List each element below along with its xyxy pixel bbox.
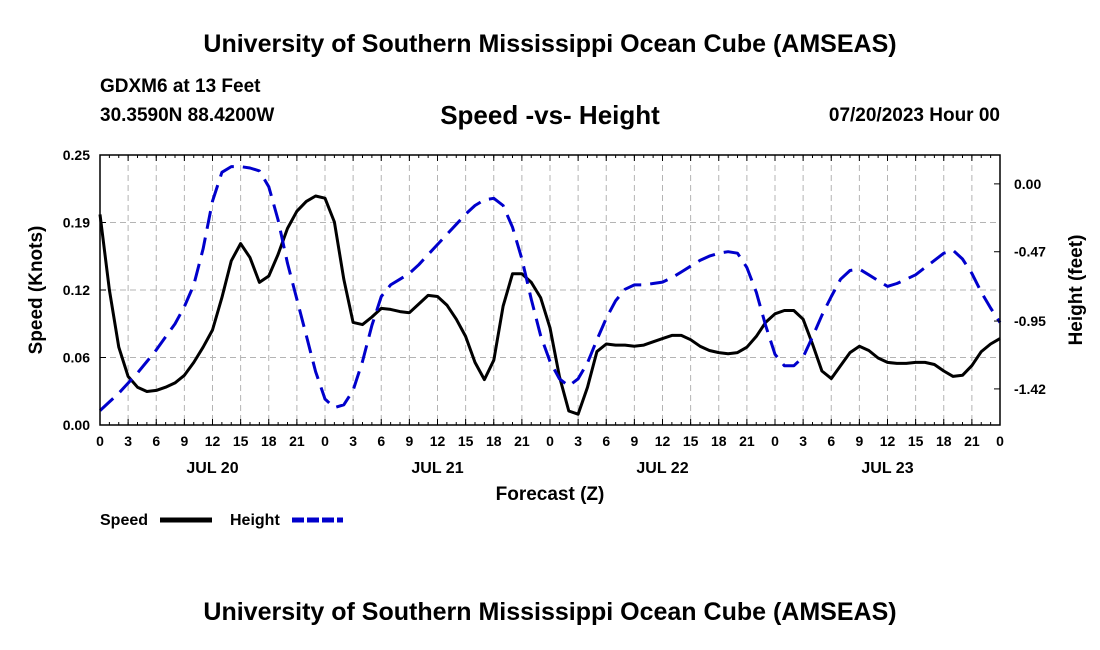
y-tick-label: 0.25 <box>63 147 90 163</box>
x-tick-label: 0 <box>996 433 1004 449</box>
legend: Speed Height <box>100 512 343 529</box>
axis-labels: 0 3 6 9 12 15 18 21 0 3 6 9 12 15 18 21 0 3 6 9 12 15 18 21 0 3 6 9… <box>26 147 1087 505</box>
x-tick-label: 18 <box>486 433 502 449</box>
x-tick-label: 6 <box>377 433 385 449</box>
x-tick-label: 0 <box>771 433 779 449</box>
y-axis-title: Speed (Knots) <box>26 226 47 355</box>
y-tick-label: 0.06 <box>63 350 90 366</box>
y2-tick-label: -0.95 <box>1014 313 1046 329</box>
footer-title: University of Southern Mississippi Ocean… <box>203 598 897 626</box>
x-tick-label: 15 <box>233 433 249 449</box>
series-layer <box>98 165 1002 416</box>
x-tick-label: 12 <box>655 433 671 449</box>
x-tick-label: 6 <box>602 433 610 449</box>
x-tick-label: 21 <box>289 433 305 449</box>
y2-tick-label: -0.47 <box>1014 244 1046 260</box>
series-line-speed <box>98 194 1001 416</box>
x-tick-label: 12 <box>430 433 446 449</box>
x-tick-label: 6 <box>152 433 160 449</box>
ticks <box>99 154 1001 426</box>
x-tick-label: 15 <box>908 433 924 449</box>
x-tick-label: 15 <box>683 433 699 449</box>
y-tick-label: 0.00 <box>63 417 90 433</box>
x-tick-label: 15 <box>458 433 474 449</box>
x-tick-label: 21 <box>964 433 980 449</box>
grid <box>100 155 1000 425</box>
day-label: JUL 22 <box>636 460 688 477</box>
station-label: GDXM6 at 13 Feet <box>100 76 261 97</box>
x-tick-label: 21 <box>739 433 755 449</box>
series-line-height <box>98 165 1002 412</box>
legend-label-height: Height <box>230 512 280 529</box>
x-tick-label: 0 <box>546 433 554 449</box>
legend-label-speed: Speed <box>100 512 148 529</box>
x-tick-label: 3 <box>574 433 582 449</box>
x-tick-label: 0 <box>96 433 104 449</box>
x-tick-label: 9 <box>630 433 638 449</box>
y-tick-label: 0.19 <box>63 215 90 231</box>
x-tick-label: 0 <box>321 433 329 449</box>
x-tick-label: 18 <box>261 433 277 449</box>
x-tick-label: 9 <box>180 433 188 449</box>
x-tick-label: 3 <box>349 433 357 449</box>
x-axis-title: Forecast (Z) <box>496 484 605 505</box>
coordinates-label: 30.3590N 88.4200W <box>100 105 275 126</box>
x-tick-label: 12 <box>880 433 896 449</box>
day-label: JUL 21 <box>411 460 463 477</box>
x-tick-label: 3 <box>799 433 807 449</box>
x-tick-label: 12 <box>205 433 221 449</box>
y2-tick-label: 0.00 <box>1014 176 1041 192</box>
date-label: 07/20/2023 Hour 00 <box>828 105 1000 126</box>
chart-title: Speed -vs- Height <box>440 100 660 130</box>
x-tick-label: 9 <box>405 433 413 449</box>
x-tick-label: 18 <box>936 433 952 449</box>
x-tick-label: 18 <box>711 433 727 449</box>
x-tick-label: 3 <box>124 433 132 449</box>
day-label: JUL 20 <box>186 460 238 477</box>
y2-axis-title: Height (feet) <box>1066 235 1087 346</box>
x-tick-label: 6 <box>827 433 835 449</box>
x-tick-label: 9 <box>855 433 863 449</box>
y-tick-label: 0.12 <box>63 282 90 298</box>
day-label: JUL 23 <box>861 460 913 477</box>
x-tick-label: 21 <box>514 433 530 449</box>
y2-tick-label: -1.42 <box>1014 381 1046 397</box>
page-title: University of Southern Mississippi Ocean… <box>203 30 897 58</box>
